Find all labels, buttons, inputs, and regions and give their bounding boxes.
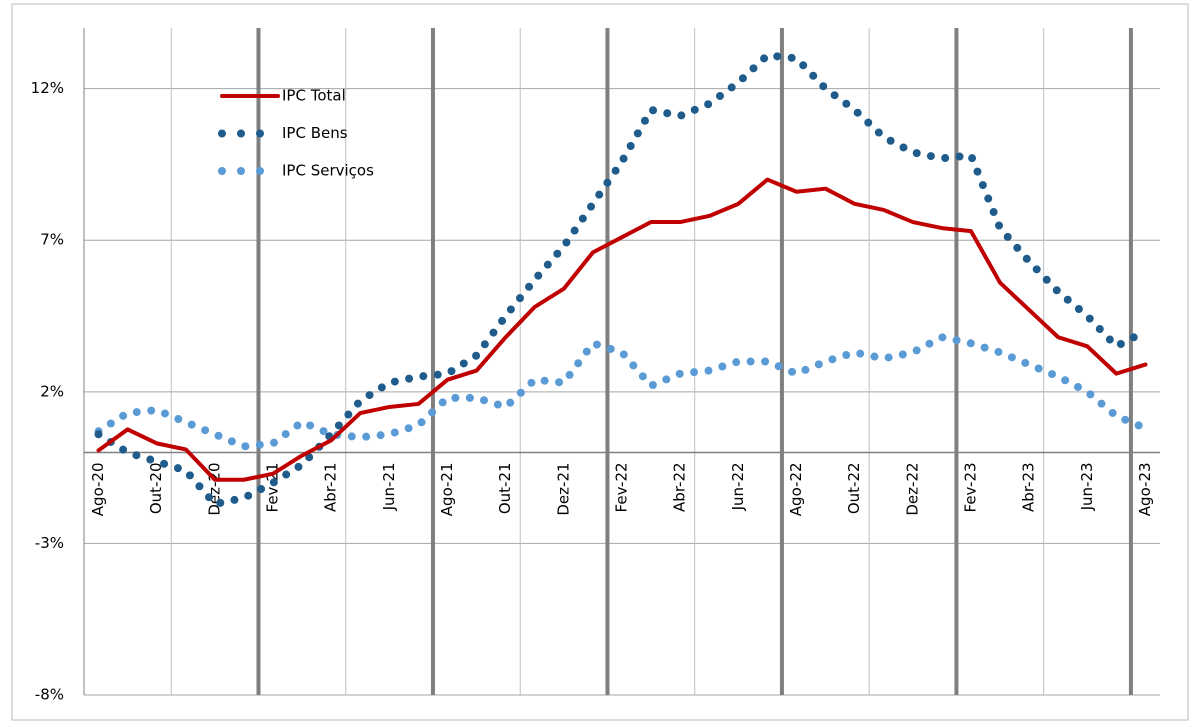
x-tick-label: Ago-22 bbox=[787, 462, 805, 516]
x-tick-label: Abr-22 bbox=[671, 462, 689, 512]
x-tick-label: Jun-23 bbox=[1078, 462, 1096, 511]
x-tick-label: Ago-20 bbox=[89, 462, 107, 516]
y-tick-label: -3% bbox=[35, 534, 64, 552]
x-tick-label: Jun-22 bbox=[729, 462, 747, 511]
y-tick-label: 12% bbox=[31, 79, 64, 97]
legend-label: IPC Total bbox=[282, 87, 346, 105]
legend-label: IPC Bens bbox=[282, 124, 348, 142]
y-tick-label: 2% bbox=[40, 382, 64, 400]
x-tick-label: Ago-23 bbox=[1136, 462, 1154, 516]
x-tick-label: Dez-22 bbox=[903, 462, 921, 515]
x-tick-label: Jun-21 bbox=[380, 462, 398, 511]
x-tick-label: Abr-23 bbox=[1020, 462, 1038, 512]
x-tick-label: Abr-21 bbox=[322, 462, 340, 512]
x-tick-label: Fev-22 bbox=[613, 462, 631, 512]
y-tick-label: 7% bbox=[40, 231, 64, 249]
legend-label: IPC Serviços bbox=[282, 162, 374, 180]
x-tick-label: Fev-23 bbox=[961, 462, 979, 512]
x-tick-label: Out-22 bbox=[845, 462, 863, 514]
frame bbox=[11, 3, 1189, 721]
series-line bbox=[96, 177, 1148, 482]
series-line bbox=[94, 333, 1150, 451]
series-line bbox=[94, 51, 1150, 508]
y-tick-label: -8% bbox=[35, 686, 64, 704]
x-tick-label: Out-20 bbox=[147, 462, 165, 514]
x-tick-label: Out-21 bbox=[496, 462, 514, 514]
x-tick-label: Ago-21 bbox=[438, 462, 456, 516]
x-tick-label: Dez-21 bbox=[554, 462, 572, 515]
